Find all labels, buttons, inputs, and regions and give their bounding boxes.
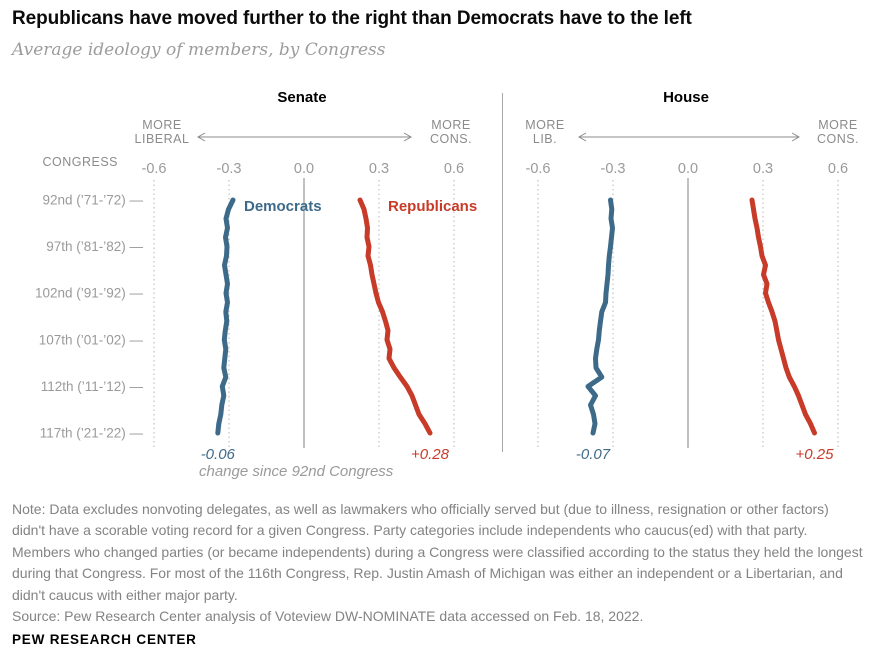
x-tick-label: 0.0 (678, 161, 698, 177)
more-liberal-hint: LIBERAL (135, 132, 190, 146)
arrowhead-left-icon (196, 132, 206, 142)
x-tick-label: -0.3 (601, 161, 626, 177)
x-tick-label: -0.6 (526, 161, 551, 177)
democrats-line-house (585, 197, 615, 436)
republicans-line-senate (357, 197, 433, 436)
x-tick-label: 0.6 (828, 161, 848, 177)
change-value-label: -0.06 (201, 446, 236, 463)
democrats-line-senate (215, 197, 236, 436)
congress-row-label: 97th (’81-’82) — (46, 239, 143, 254)
congress-row-label: 112th (’11-’12) — (41, 379, 144, 394)
change-annotation: change since 92nd Congress (199, 463, 394, 480)
republicans-line-house (749, 197, 817, 436)
x-tick-label: 0.3 (369, 161, 389, 177)
more-liberal-hint: MORE (525, 118, 565, 132)
pew-research-center-wordmark: PEW RESEARCH CENTER (12, 632, 197, 647)
change-value-label: +0.25 (796, 446, 835, 463)
source-text: Source: Pew Research Center analysis of … (12, 608, 644, 624)
more-conservative-hint: MORE (431, 118, 471, 132)
congress-row-label: 102nd (’91-’92) — (35, 286, 144, 301)
x-tick-label: -0.3 (217, 161, 242, 177)
legend-republicans-label: Republicans (388, 198, 477, 215)
legend-democrats-label: Democrats (244, 198, 322, 215)
more-liberal-hint: MORE (142, 118, 182, 132)
panel-title: House (663, 89, 709, 106)
note-text: Note: Data excludes nonvoting delegates,… (12, 501, 863, 603)
more-conservative-hint: MORE (818, 118, 858, 132)
arrowhead-right-icon (403, 132, 413, 142)
more-conservative-hint: CONS. (430, 132, 472, 146)
change-value-label: +0.28 (411, 446, 450, 463)
x-tick-label: -0.6 (142, 161, 167, 177)
change-value-label: -0.07 (576, 446, 611, 463)
arrowhead-left-icon (577, 132, 587, 142)
x-tick-label: 0.6 (444, 161, 464, 177)
more-liberal-hint: LIB. (533, 132, 557, 146)
page-subtitle: Average ideology of members, by Congress (12, 40, 386, 60)
congress-row-label: 107th (’01-’02) — (39, 332, 144, 347)
congress-axis-label: CONGRESS (42, 155, 118, 169)
ideology-dual-panel-chart: -0.6 -0.3 0.0 0.3 0.6SenateMORELIBERALMORECO… (35, 89, 859, 480)
page-title: Republicans have moved further to the ri… (12, 8, 692, 29)
congress-row-label: 92nd (’71-’72) — (42, 193, 143, 208)
more-conservative-hint: CONS. (817, 132, 859, 146)
panel-title: Senate (277, 89, 326, 106)
arrowhead-right-icon (791, 132, 801, 142)
x-tick-label: 0.3 (753, 161, 773, 177)
x-tick-label: 0.0 (294, 161, 314, 177)
congress-row-label: 117th (’21-’22) — (40, 426, 144, 441)
